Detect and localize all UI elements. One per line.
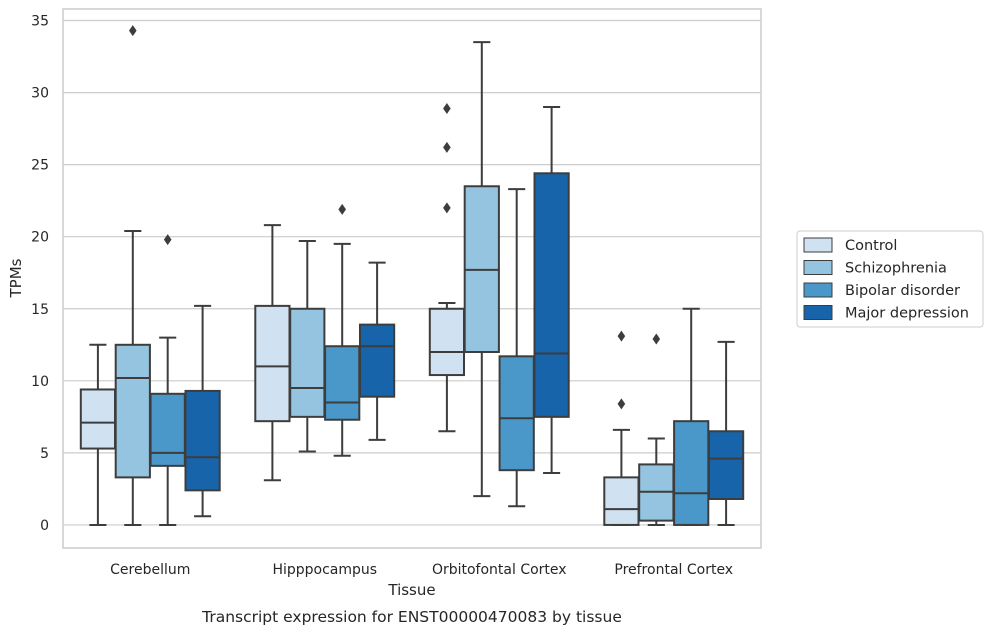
box-body [79, 388, 117, 450]
box-2-0 [428, 102, 466, 433]
legend-swatch [803, 305, 833, 320]
x-tick-label: Prefrontal Cortex [614, 562, 733, 578]
legend-label: Control [845, 238, 897, 254]
box-0-2 [149, 234, 186, 526]
box-0-3 [184, 304, 221, 518]
box-body [428, 307, 466, 377]
outlier-point [443, 102, 451, 114]
outlier-point [163, 234, 172, 246]
box-1-2 [324, 203, 361, 457]
box-3-3 [707, 340, 745, 526]
box-body [358, 323, 396, 398]
box-body [114, 343, 151, 479]
box-body [498, 355, 535, 472]
box-3-0 [603, 330, 640, 526]
y-tick-label: 35 [31, 14, 49, 30]
x-axis-title: Tissue [387, 581, 435, 599]
x-tick-label: Orbitofontal Cortex [432, 562, 567, 578]
y-tick-label: 10 [31, 374, 49, 390]
box-0-1 [114, 25, 151, 526]
box-2-3 [533, 106, 570, 475]
outlier-point [617, 330, 626, 342]
box-2-1 [463, 41, 500, 498]
box-1-1 [289, 240, 326, 453]
legend-swatch [803, 282, 833, 298]
outlier-point [652, 333, 661, 345]
outlier-point [129, 25, 137, 37]
legend-label: Major depression [845, 306, 969, 322]
box-0-0 [79, 343, 117, 526]
box-body [324, 345, 361, 421]
outlier-point [443, 141, 451, 153]
box-groups [79, 25, 745, 526]
box-body [149, 392, 186, 467]
box-body [254, 304, 291, 423]
y-tick-label: 20 [31, 230, 49, 246]
box-body [289, 307, 326, 418]
box-body [603, 476, 640, 526]
outlier-point [338, 203, 346, 215]
box-3-2 [673, 307, 710, 526]
figure-caption: Transcript expression for ENST0000047008… [201, 608, 622, 626]
legend-swatch [803, 237, 833, 253]
y-axis-ticks: 0 5 10 15 20 25 30 35 [31, 14, 49, 534]
box-1-3 [358, 261, 396, 441]
box-body [184, 389, 221, 492]
legend-label: Bipolar disorder [845, 283, 960, 299]
legend-label: Schizophrenia [845, 261, 947, 277]
x-tick-label: Cerebellum [110, 562, 190, 578]
x-axis-ticks: Cerebellum Hipppocampus Orbitofontal Corte… [110, 562, 733, 578]
y-axis-title: TPMs [7, 258, 25, 298]
x-tick-label: Hipppocampus [272, 562, 377, 578]
legend-frame [796, 230, 984, 328]
y-tick-label: 0 [40, 518, 49, 534]
legend-swatch [803, 260, 833, 275]
y-tick-label: 25 [31, 158, 49, 174]
box-body [533, 172, 570, 418]
outlier-point [617, 398, 626, 410]
box-1-0 [254, 224, 291, 482]
outlier-point [443, 202, 451, 214]
box-body [707, 430, 745, 500]
y-tick-label: 30 [31, 86, 49, 102]
legend: Control Schizophrenia Bipolar disorder Majo… [796, 230, 984, 328]
box-body [673, 420, 710, 526]
y-tick-label: 5 [40, 446, 49, 462]
y-tick-label: 15 [31, 302, 49, 318]
plot-area-frame [62, 8, 762, 549]
box-3-1 [638, 333, 675, 526]
